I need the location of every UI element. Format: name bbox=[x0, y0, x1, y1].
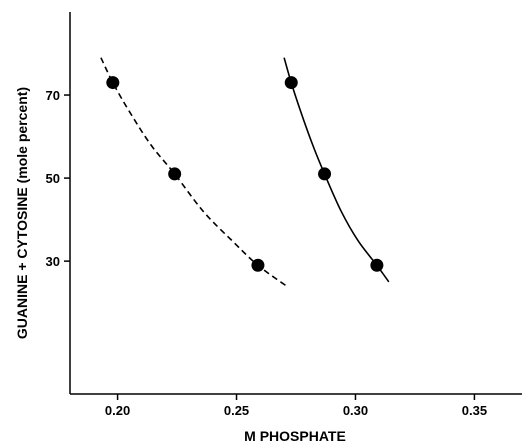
y-tick-label: 50 bbox=[46, 171, 60, 186]
series-markers bbox=[106, 76, 384, 272]
y-tick-label: 70 bbox=[46, 88, 60, 103]
data-point bbox=[168, 167, 182, 181]
data-point bbox=[370, 258, 384, 272]
data-point bbox=[251, 258, 265, 272]
x-tick-label: 0.30 bbox=[343, 403, 368, 418]
y-axis-ticks: 30 50 70 bbox=[46, 88, 70, 269]
data-point bbox=[284, 76, 298, 90]
x-axis-ticks: 0.20 0.25 0.30 0.35 bbox=[105, 394, 487, 418]
series-curves bbox=[100, 57, 390, 287]
data-point bbox=[318, 167, 332, 181]
series-line-2 bbox=[283, 57, 390, 283]
data-point bbox=[106, 76, 120, 90]
series-line-1 bbox=[100, 57, 287, 287]
y-tick-label: 30 bbox=[46, 254, 60, 269]
axes bbox=[69, 12, 522, 395]
x-axis-label: M PHOSPHATE bbox=[244, 428, 346, 444]
x-tick-label: 0.35 bbox=[462, 403, 487, 418]
y-axis-label: GUANINE + CYTOSINE (mole percent) bbox=[14, 87, 30, 339]
x-tick-label: 0.25 bbox=[224, 403, 249, 418]
x-tick-label: 0.20 bbox=[105, 403, 130, 418]
